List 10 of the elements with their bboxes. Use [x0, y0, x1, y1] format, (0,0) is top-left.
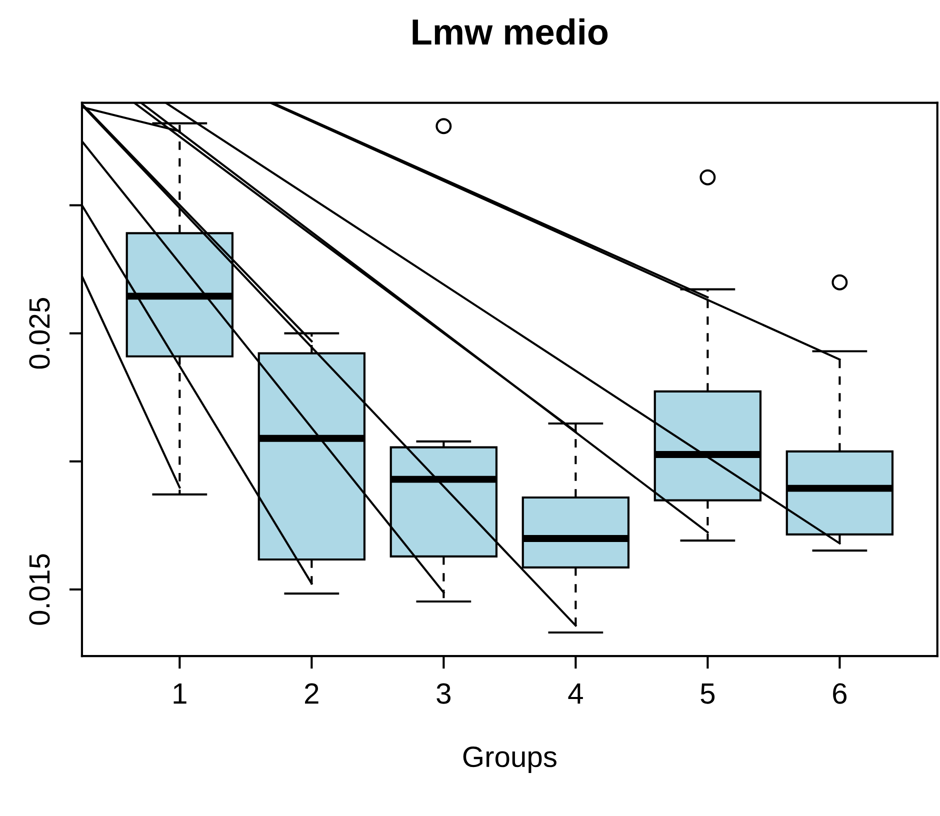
x-tick-label: 4	[568, 684, 583, 704]
chart-title: Lmw medio	[412, 18, 608, 45]
x-tick-label: 6	[833, 683, 847, 704]
y-tick-label: 0.025	[29, 298, 50, 369]
x-tick-label: 2	[305, 683, 318, 704]
x-axis-title: Groups	[463, 746, 556, 773]
x-tick-label: 1	[174, 684, 186, 704]
x-tick-label: 5	[700, 684, 715, 704]
x-tick-label: 3	[436, 683, 450, 704]
y-tick-label: 0.015	[29, 554, 50, 625]
